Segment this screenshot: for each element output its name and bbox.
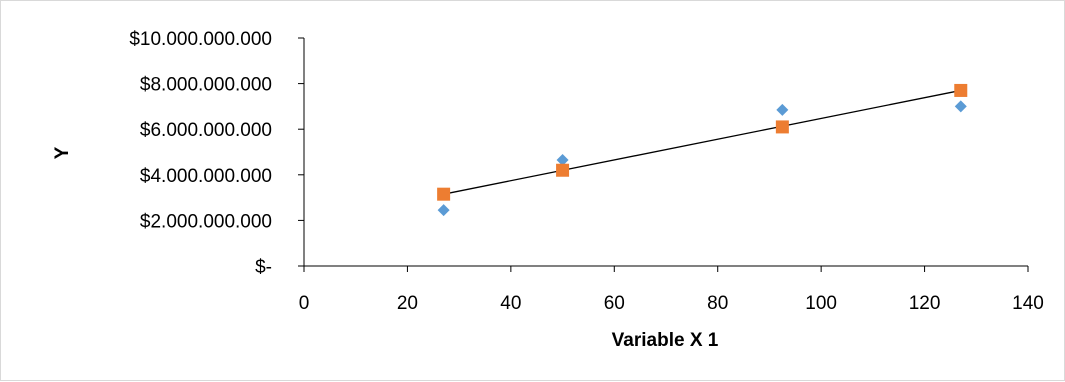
x-tick-label: 120 [909, 293, 941, 314]
x-tick-label: 0 [299, 293, 310, 314]
x-tick-label: 60 [604, 293, 625, 314]
x-tick-labels: 0 20 40 60 80 100 120 140 [299, 293, 1044, 314]
x-tick-marks [303, 266, 1029, 272]
x-axis-title: Variable X 1 [612, 330, 719, 351]
y-tick-label: $4.000.000.000 [140, 166, 272, 187]
y-tick-label: $10.000.000.000 [129, 29, 272, 50]
y-tick-label: $- [255, 257, 272, 278]
data-markers [437, 83, 968, 217]
x-tick-label: 20 [397, 293, 418, 314]
y-axis-title: Y [52, 146, 73, 159]
y-tick-marks [298, 37, 304, 267]
y-tick-labels: $- $2.000.000.000 $4.000.000.000 $6.000.000… [129, 29, 272, 278]
x-tick-label: 40 [500, 293, 521, 314]
series-2-point-3 [775, 120, 789, 134]
x-tick-label: 100 [805, 293, 837, 314]
series-1-point-2 [556, 153, 569, 166]
y-tick-label: $6.000.000.000 [140, 120, 272, 141]
x-tick-label: 80 [707, 293, 728, 314]
series-1-point-1 [437, 204, 450, 217]
series-2-point-1 [437, 187, 451, 201]
series-1-point-4 [954, 100, 967, 113]
series-1-point-3 [776, 103, 789, 116]
y-tick-label: $8.000.000.000 [140, 75, 272, 96]
trendline [443, 89, 961, 195]
y-tick-label: $2.000.000.000 [140, 211, 272, 232]
series-2-point-4 [954, 83, 968, 97]
x-tick-label: 140 [1012, 293, 1044, 314]
series-2-point-2 [556, 163, 570, 177]
